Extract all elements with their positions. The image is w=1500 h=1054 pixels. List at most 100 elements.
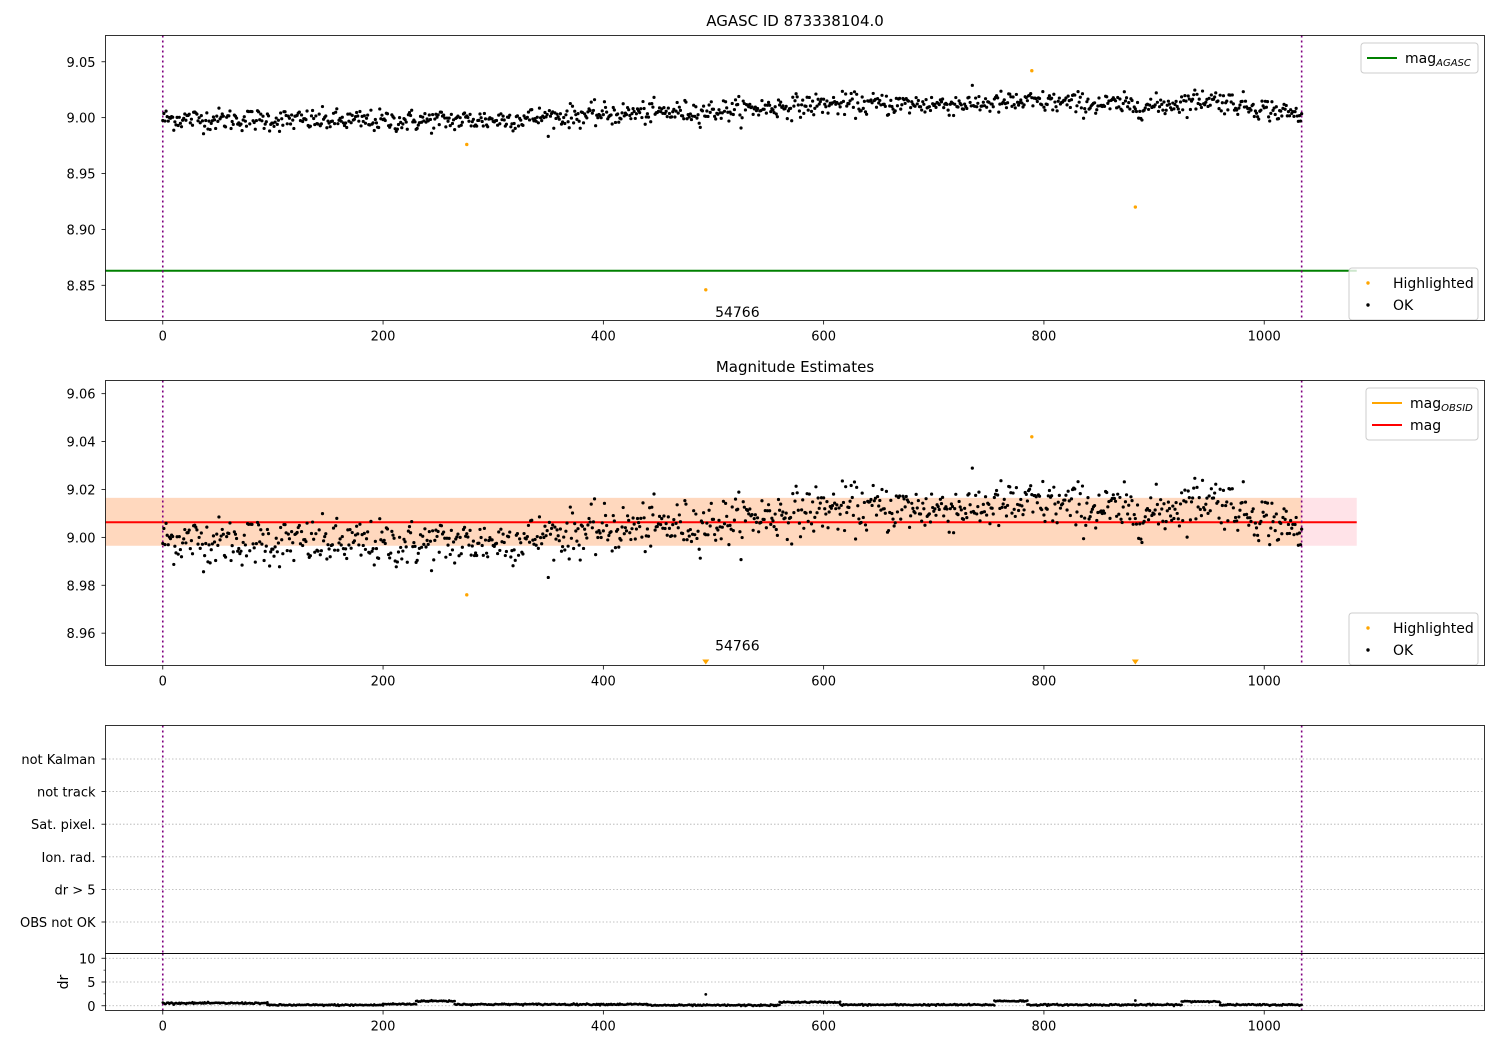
- ok-point: [439, 110, 444, 114]
- ok-point: [471, 117, 475, 121]
- ok-point: [479, 535, 483, 540]
- ok-point: [622, 532, 626, 536]
- ok-point: [909, 514, 913, 518]
- ok-point: [577, 119, 581, 123]
- ok-point: [731, 529, 735, 533]
- ok-point: [727, 119, 731, 123]
- ok-point: [801, 98, 805, 102]
- ok-point: [632, 522, 636, 526]
- ok-point: [906, 500, 911, 504]
- ok-point: [732, 518, 737, 522]
- ok-point: [1024, 95, 1028, 100]
- ok-point: [939, 100, 944, 104]
- ok-point: [312, 537, 316, 541]
- ok-point: [959, 103, 963, 107]
- ok-point: [1198, 507, 1202, 511]
- ok-point: [292, 558, 296, 563]
- ok-point: [1185, 115, 1189, 120]
- ok-point: [481, 553, 485, 557]
- ok-point: [774, 527, 778, 532]
- ok-point: [186, 531, 190, 535]
- ok-point: [513, 558, 517, 562]
- ok-point: [817, 506, 821, 510]
- ok-point: [1025, 499, 1030, 503]
- ok-point: [806, 519, 810, 523]
- ok-point: [537, 515, 542, 519]
- ok-point: [871, 483, 875, 488]
- ok-point: [716, 528, 720, 532]
- ok-point: [970, 83, 974, 87]
- ok-point: [499, 112, 503, 116]
- ok-point: [565, 109, 569, 113]
- ok-point: [838, 105, 842, 109]
- ok-point: [395, 127, 399, 131]
- ok-point: [162, 526, 166, 531]
- ok-point: [673, 534, 677, 538]
- ok-point: [310, 108, 315, 113]
- ok-point: [339, 119, 343, 123]
- ok-point: [590, 526, 594, 530]
- ok-point: [676, 526, 680, 530]
- ok-point: [645, 527, 650, 531]
- ok-point: [1251, 507, 1255, 511]
- ok-point: [1090, 507, 1094, 511]
- ok-point: [910, 501, 914, 505]
- ok-point: [486, 555, 490, 559]
- ok-point: [555, 112, 559, 116]
- ok-point: [490, 117, 494, 121]
- ok-point: [707, 508, 711, 512]
- ok-point: [712, 532, 717, 537]
- ok-point: [612, 519, 616, 523]
- ok-point: [444, 555, 448, 559]
- ok-point: [824, 512, 828, 516]
- ok-point: [907, 111, 912, 115]
- ok-point: [860, 95, 864, 99]
- ok-point: [477, 541, 481, 545]
- ok-point: [1149, 97, 1153, 101]
- ok-point: [1004, 106, 1009, 110]
- ok-point: [432, 558, 436, 562]
- ok-point: [274, 116, 278, 120]
- ok-point: [470, 544, 474, 548]
- ok-point: [254, 542, 258, 546]
- ok-point: [741, 99, 745, 103]
- ok-point: [901, 494, 905, 498]
- ok-point: [209, 548, 213, 552]
- ok-point: [892, 524, 896, 528]
- ok-point: [449, 112, 453, 116]
- ok-point: [742, 505, 746, 509]
- ok-point: [863, 523, 868, 527]
- ok-point: [469, 553, 473, 557]
- ok-point: [219, 534, 223, 538]
- ok-point: [1283, 517, 1287, 521]
- ok-point: [617, 120, 621, 124]
- ok-point: [1054, 105, 1058, 109]
- ok-point: [968, 503, 972, 507]
- ok-point: [229, 126, 233, 131]
- ok-point: [272, 124, 276, 129]
- ok-point: [325, 557, 329, 561]
- ok-point: [264, 120, 268, 124]
- ok-point: [956, 513, 960, 517]
- ok-point: [516, 124, 521, 128]
- ok-point: [651, 105, 655, 109]
- ok-point: [237, 546, 241, 551]
- ok-point: [195, 112, 199, 116]
- ok-point: [764, 526, 768, 530]
- ok-point: [1041, 479, 1045, 484]
- ok-point: [920, 519, 924, 523]
- ok-point: [194, 525, 198, 529]
- ok-point: [557, 117, 561, 121]
- mag-ytick-label: 9.04: [67, 436, 96, 451]
- ok-point: [256, 523, 261, 527]
- ok-point: [978, 108, 982, 112]
- ok-point: [259, 112, 263, 116]
- ok-point: [804, 511, 808, 515]
- ok-point: [674, 521, 678, 525]
- ok-point: [266, 532, 271, 536]
- ok-point: [165, 533, 169, 537]
- ok-point: [526, 523, 531, 528]
- ok-point: [400, 126, 404, 130]
- agasc-ytick-label: 9.00: [67, 112, 96, 127]
- ok-point: [231, 122, 235, 126]
